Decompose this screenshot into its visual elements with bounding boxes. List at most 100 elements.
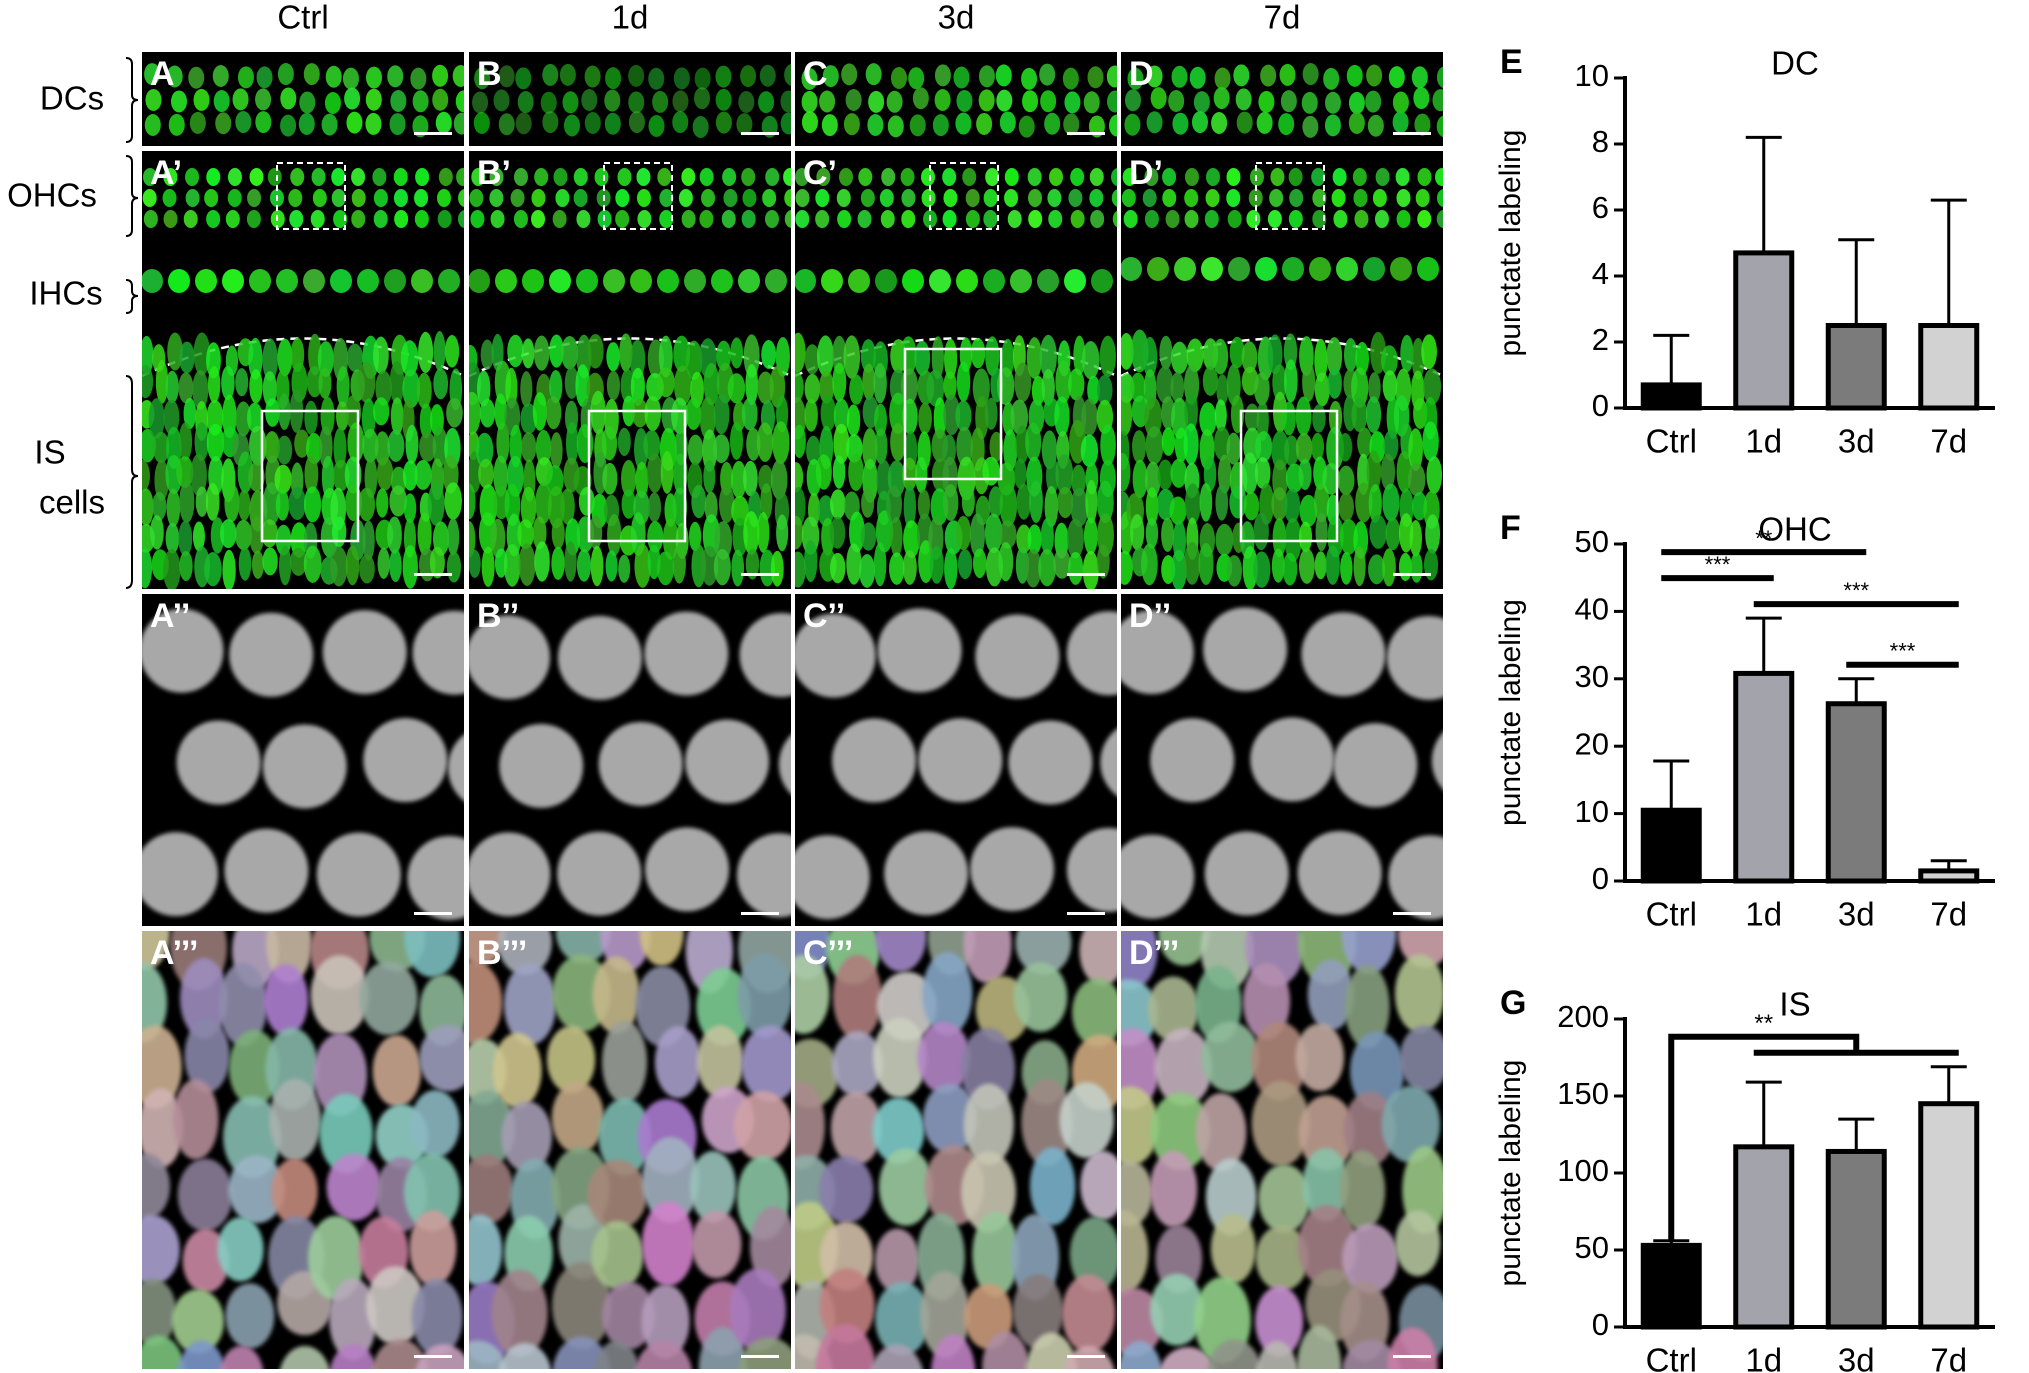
dc-nucleus bbox=[517, 91, 534, 114]
is-cell bbox=[1061, 1274, 1116, 1353]
is-cell bbox=[234, 519, 253, 551]
is-cell bbox=[389, 361, 405, 405]
dc-nucleus bbox=[168, 113, 185, 136]
is-cell bbox=[1422, 421, 1439, 462]
is-cell bbox=[1132, 430, 1147, 464]
ohc-nucleus bbox=[1205, 168, 1220, 186]
is-cell bbox=[1215, 484, 1229, 521]
ohc-nucleus bbox=[1028, 210, 1043, 228]
is-cell bbox=[575, 364, 591, 408]
is-cell bbox=[673, 365, 692, 406]
is-cell bbox=[831, 1031, 884, 1097]
x-tick-label: 7d bbox=[1930, 896, 1967, 933]
ihc-nucleus bbox=[848, 269, 870, 293]
is-cell bbox=[931, 336, 944, 380]
is-cell bbox=[332, 460, 350, 492]
is-cell bbox=[830, 489, 846, 520]
is-cell bbox=[730, 460, 747, 499]
inset-box bbox=[929, 162, 999, 230]
is-cell bbox=[269, 1078, 321, 1162]
dc-nucleus bbox=[1260, 64, 1277, 87]
dc-nucleus bbox=[365, 88, 382, 111]
is-cell bbox=[605, 550, 618, 582]
is-cell bbox=[933, 397, 947, 439]
is-cell bbox=[1312, 404, 1326, 433]
is-cell bbox=[246, 402, 263, 433]
is-cell bbox=[503, 543, 521, 587]
is-cell bbox=[1201, 1021, 1260, 1093]
is-cell bbox=[1322, 463, 1341, 495]
image-panel bbox=[142, 151, 464, 589]
dc-nucleus bbox=[1018, 115, 1035, 138]
ohc-nucleus bbox=[615, 210, 630, 228]
bar bbox=[1733, 250, 1795, 411]
is-cell bbox=[776, 514, 789, 552]
is-cell bbox=[275, 489, 290, 521]
is-cell bbox=[182, 1228, 230, 1293]
ihc-nucleus bbox=[222, 269, 244, 293]
is-cell bbox=[957, 549, 973, 580]
is-cell bbox=[419, 403, 433, 439]
ohc-nucleus bbox=[206, 210, 221, 228]
significance-label: *** bbox=[1843, 578, 1869, 603]
dc-nucleus bbox=[841, 63, 858, 86]
dc-nucleus bbox=[1346, 64, 1363, 87]
is-cell bbox=[278, 545, 292, 586]
ihc-nucleus bbox=[1255, 257, 1277, 281]
is-cell bbox=[1184, 541, 1201, 585]
is-cell bbox=[347, 422, 365, 463]
is-cell bbox=[331, 516, 347, 548]
is-cell bbox=[1299, 521, 1313, 553]
scale-bar bbox=[414, 132, 452, 135]
ohc-nucleus bbox=[1162, 189, 1177, 207]
is-cell bbox=[180, 957, 228, 1039]
is-cell bbox=[1145, 461, 1161, 498]
y-tick-label: 20 bbox=[1575, 726, 1609, 761]
is-cell bbox=[262, 547, 278, 576]
is-cell bbox=[795, 551, 806, 588]
is-cell bbox=[689, 1151, 737, 1223]
dc-nucleus bbox=[736, 113, 753, 136]
nucleus bbox=[322, 610, 407, 695]
is-cell bbox=[943, 371, 957, 401]
is-cell bbox=[418, 331, 434, 374]
is-cell bbox=[220, 519, 237, 549]
is-cell bbox=[491, 333, 504, 371]
ihc-nucleus bbox=[168, 269, 190, 293]
is-cell bbox=[685, 398, 702, 430]
nucleus bbox=[1150, 718, 1235, 803]
is-cell bbox=[178, 372, 194, 404]
dc-nucleus bbox=[1301, 91, 1318, 114]
dc-nucleus bbox=[1088, 115, 1105, 138]
ohc-nucleus bbox=[1396, 189, 1411, 207]
ohc-nucleus bbox=[943, 189, 958, 207]
is-cell bbox=[874, 1228, 920, 1293]
is-cell bbox=[961, 485, 975, 517]
ihc-nucleus bbox=[1121, 257, 1142, 281]
is-cell bbox=[1355, 341, 1370, 376]
ihc-nucleus bbox=[522, 269, 544, 293]
dc-nucleus bbox=[432, 88, 449, 111]
is-cell bbox=[833, 398, 850, 434]
nucleus bbox=[224, 828, 309, 913]
is-cell bbox=[878, 1148, 933, 1226]
scale-bar bbox=[741, 573, 779, 576]
dc-nucleus bbox=[235, 111, 252, 134]
dc-nucleus bbox=[1436, 115, 1443, 138]
is-cell bbox=[235, 368, 249, 397]
bracket bbox=[125, 57, 139, 143]
ohc-nucleus bbox=[857, 210, 872, 228]
is-cell bbox=[984, 397, 998, 430]
is-cell bbox=[1071, 464, 1086, 497]
is-cell bbox=[346, 343, 363, 372]
ihc-nucleus bbox=[469, 269, 490, 293]
dc-nucleus bbox=[995, 64, 1012, 87]
is-cell bbox=[635, 461, 649, 499]
ohc-nucleus bbox=[1112, 210, 1117, 228]
ohc-nucleus bbox=[795, 168, 809, 186]
dc-nucleus bbox=[432, 64, 449, 87]
is-cell bbox=[551, 1081, 605, 1154]
dc-nucleus bbox=[648, 67, 665, 90]
is-cell bbox=[1024, 549, 1042, 588]
is-cell bbox=[1326, 337, 1343, 376]
